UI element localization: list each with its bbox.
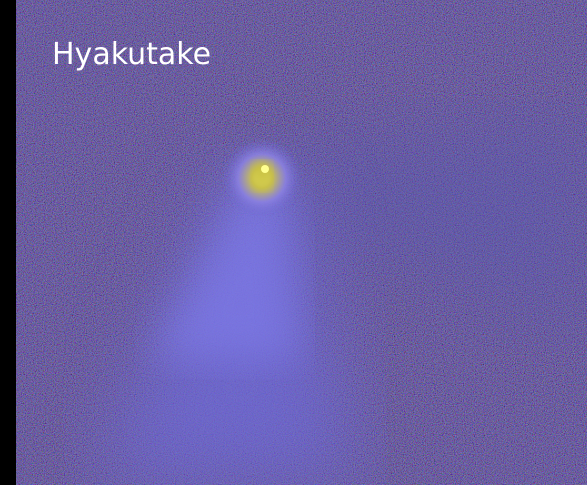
nucleus bbox=[261, 165, 269, 173]
core-glow bbox=[252, 162, 272, 190]
image-title: Hyakutake bbox=[52, 37, 211, 72]
comet-image: Hyakutake bbox=[0, 0, 587, 485]
